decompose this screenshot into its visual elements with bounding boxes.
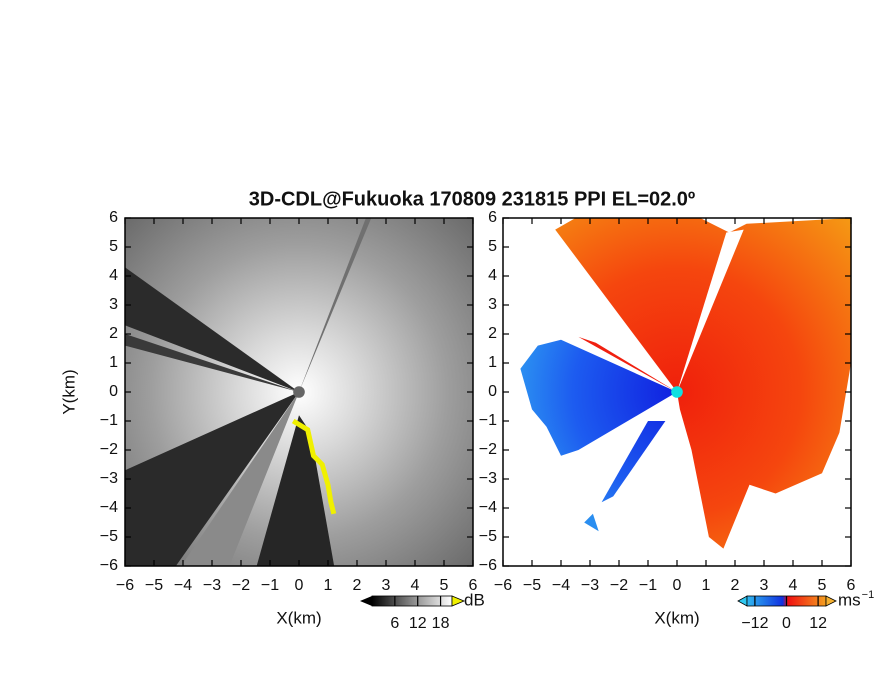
x-tick-label: −3 <box>581 577 599 594</box>
x-tick-label: 0 <box>295 577 304 594</box>
y-tick-label: 6 <box>488 209 497 226</box>
x-tick-label: −6 <box>116 577 134 594</box>
x-tick-label: 2 <box>353 577 362 594</box>
x-tick-label: 1 <box>324 577 333 594</box>
y-tick-label: 1 <box>109 354 118 371</box>
colorbar-tick-label: 18 <box>432 615 450 632</box>
y-tick-label: 0 <box>488 383 497 400</box>
y-tick-label: −4 <box>479 499 497 516</box>
y-tick-label: 5 <box>488 238 497 255</box>
y-tick-label: −1 <box>100 412 118 429</box>
colorbar-unit-exponent: −1 <box>862 589 875 601</box>
y-tick-label: −2 <box>100 441 118 458</box>
colorbar-tick-label: 12 <box>809 615 827 632</box>
y-tick-label: 5 <box>109 238 118 255</box>
y-tick-label: 3 <box>109 296 118 313</box>
y-tick-label: −3 <box>479 470 497 487</box>
x-tick-label: 6 <box>847 577 856 594</box>
x-tick-label: −3 <box>203 577 221 594</box>
y-tick-label: −5 <box>100 528 118 545</box>
y-tick-label: −5 <box>479 528 497 545</box>
x-tick-label: 3 <box>760 577 769 594</box>
x-tick-label: −2 <box>232 577 250 594</box>
x-tick-label: −5 <box>523 577 541 594</box>
x-tick-label: 5 <box>818 577 827 594</box>
x-tick-label: 4 <box>789 577 798 594</box>
y-tick-label: −3 <box>100 470 118 487</box>
colorbar-tick-label: 0 <box>782 615 791 632</box>
x-axis-label: X(km) <box>654 608 699 627</box>
x-tick-label: 1 <box>702 577 711 594</box>
velocity-field <box>503 218 851 566</box>
colorbar-left <box>360 595 466 607</box>
y-tick-label: −6 <box>100 557 118 574</box>
reflectivity-field <box>125 218 473 566</box>
x-tick-label: −1 <box>261 577 279 594</box>
colorbar-tick-label: −12 <box>741 615 768 632</box>
y-tick-label: 1 <box>488 354 497 371</box>
x-tick-label: −4 <box>552 577 570 594</box>
x-tick-label: −4 <box>174 577 192 594</box>
y-tick-label: 4 <box>488 267 497 284</box>
x-tick-label: −1 <box>639 577 657 594</box>
colorbar-unit: ms <box>838 590 861 609</box>
x-tick-label: 3 <box>382 577 391 594</box>
x-axis-label: X(km) <box>276 608 321 627</box>
x-tick-label: 0 <box>673 577 682 594</box>
y-axis-label: Y(km) <box>59 369 78 414</box>
x-tick-label: −5 <box>145 577 163 594</box>
x-tick-label: 4 <box>411 577 420 594</box>
figure-title: 3D-CDL@Fukuoka 170809 231815 PPI EL=02.0… <box>249 188 695 210</box>
y-tick-label: −2 <box>479 441 497 458</box>
colorbar-unit: dB <box>464 590 485 609</box>
colorbar-tick-label: 6 <box>390 615 399 632</box>
colorbar-tick-label: 12 <box>409 615 427 632</box>
x-tick-label: −6 <box>494 577 512 594</box>
y-tick-label: −1 <box>479 412 497 429</box>
x-tick-label: 2 <box>731 577 740 594</box>
y-tick-label: 0 <box>109 383 118 400</box>
x-tick-label: 6 <box>469 577 478 594</box>
y-tick-label: −6 <box>479 557 497 574</box>
y-tick-label: 6 <box>109 209 118 226</box>
y-tick-label: 2 <box>109 325 118 342</box>
y-tick-label: 4 <box>109 267 118 284</box>
y-tick-label: 2 <box>488 325 497 342</box>
y-tick-label: −4 <box>100 499 118 516</box>
x-tick-label: −2 <box>610 577 628 594</box>
y-tick-label: 3 <box>488 296 497 313</box>
x-tick-label: 5 <box>440 577 449 594</box>
